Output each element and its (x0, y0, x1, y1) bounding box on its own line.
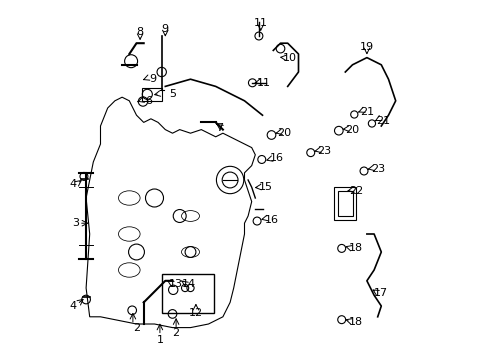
Text: 10: 10 (282, 53, 296, 63)
Text: 5: 5 (169, 89, 176, 99)
Text: 8: 8 (136, 27, 143, 37)
Text: 2: 2 (133, 323, 140, 333)
Bar (142, 88, 162, 101)
Text: 18: 18 (348, 243, 363, 253)
Text: 7: 7 (215, 123, 223, 133)
Text: 4: 4 (70, 301, 77, 311)
Text: 21: 21 (359, 107, 373, 117)
Text: 18: 18 (348, 317, 363, 327)
Text: 11: 11 (257, 78, 271, 88)
Text: 9: 9 (162, 24, 168, 34)
Text: 21: 21 (375, 116, 389, 126)
Bar (162, 274, 213, 313)
Text: 19: 19 (359, 42, 373, 52)
Text: 16: 16 (269, 153, 284, 163)
Text: 11: 11 (253, 18, 267, 28)
Bar (334, 187, 355, 220)
Text: 9: 9 (149, 74, 156, 84)
Text: 13: 13 (168, 279, 182, 289)
Bar (337, 191, 352, 216)
Text: 23: 23 (316, 146, 330, 156)
Text: 16: 16 (264, 215, 278, 225)
Text: 17: 17 (373, 288, 387, 298)
Text: 22: 22 (348, 186, 363, 196)
Text: 1: 1 (156, 335, 163, 345)
Text: 3: 3 (72, 218, 79, 228)
Text: 2: 2 (172, 328, 179, 338)
Text: 20: 20 (277, 128, 290, 138)
Text: 15: 15 (259, 182, 272, 192)
Text: 20: 20 (345, 125, 359, 135)
Text: 6: 6 (145, 96, 152, 106)
Text: 4: 4 (70, 179, 77, 189)
Text: 23: 23 (370, 164, 384, 174)
Text: 12: 12 (188, 308, 203, 318)
Text: 14: 14 (181, 279, 195, 289)
